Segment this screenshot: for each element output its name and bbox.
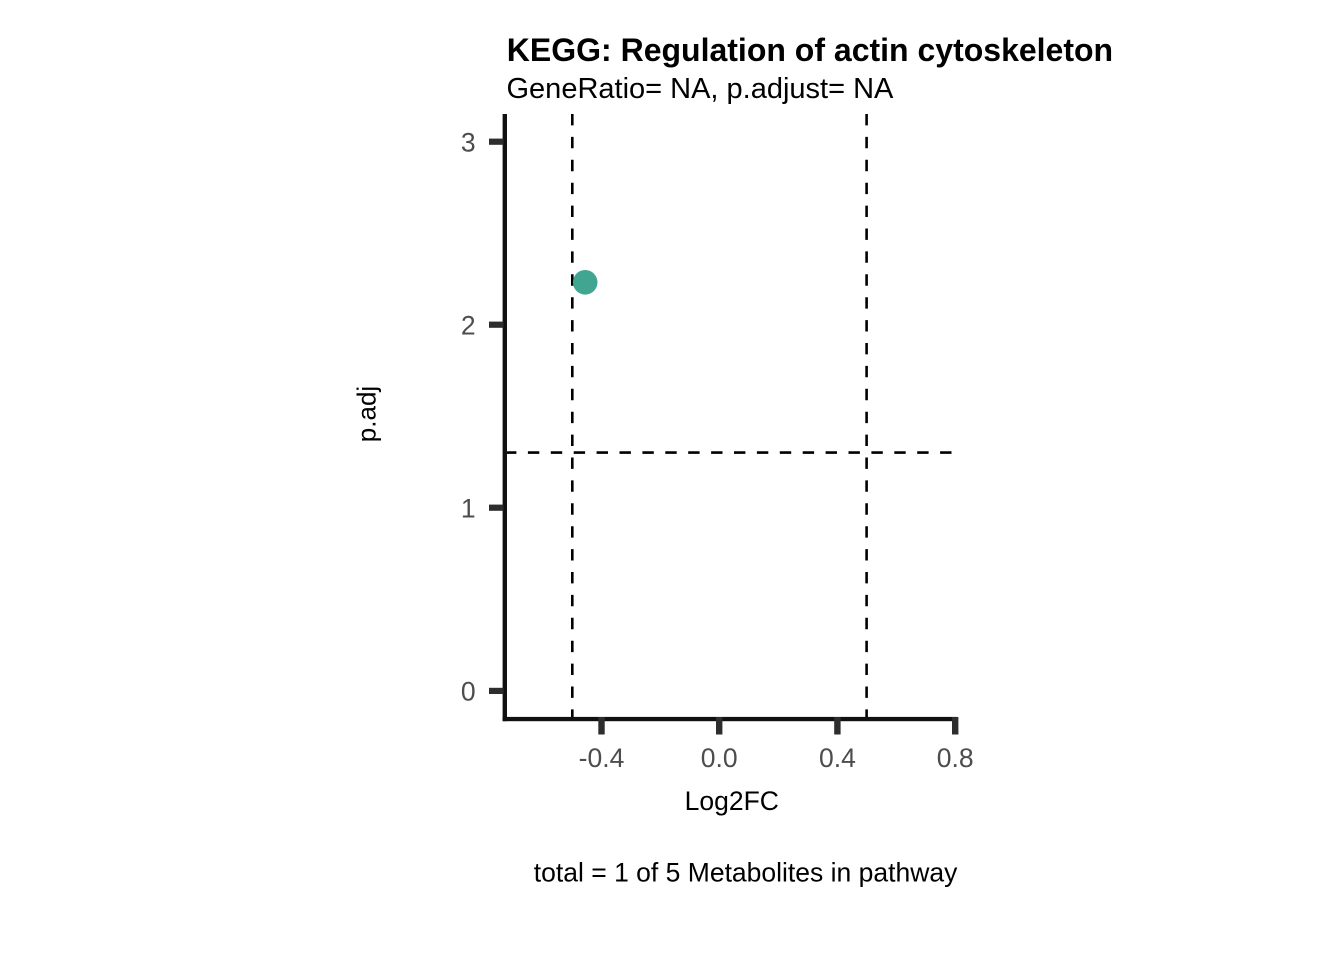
svg-text:0.0: 0.0: [701, 743, 738, 773]
svg-text:KEGG: Regulation of actin cyto: KEGG: Regulation of actin cytoskeleton: [507, 32, 1113, 68]
svg-text:p.adj: p.adj: [352, 386, 382, 442]
svg-text:1: 1: [461, 493, 476, 523]
svg-text:-0.4: -0.4: [579, 743, 625, 773]
svg-text:Log2FC: Log2FC: [685, 786, 779, 816]
svg-text:3: 3: [461, 127, 476, 157]
svg-text:2: 2: [461, 310, 476, 340]
svg-text:GeneRatio= NA, p.adjust= NA: GeneRatio= NA, p.adjust= NA: [507, 73, 895, 105]
svg-text:0: 0: [461, 676, 476, 706]
svg-text:0.4: 0.4: [819, 743, 856, 773]
svg-text:total = 1 of 5 Metabolites in: total = 1 of 5 Metabolites in pathway: [534, 858, 958, 888]
svg-text:0.8: 0.8: [937, 743, 974, 773]
